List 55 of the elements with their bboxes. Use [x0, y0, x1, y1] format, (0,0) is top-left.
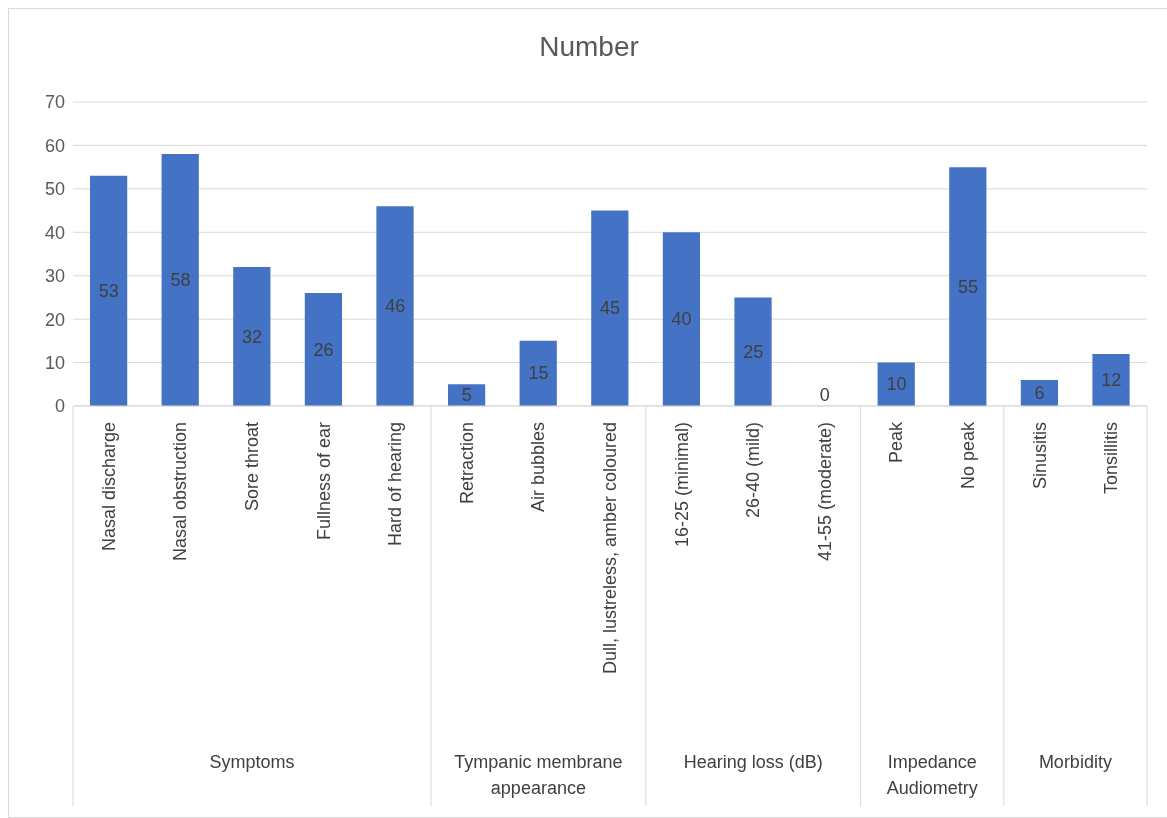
x-tick-label: 26-40 (mild) [743, 422, 764, 519]
y-tick-label: 0 [54, 396, 65, 417]
text: Morbidity [1037, 751, 1113, 774]
data-label: 5 [460, 384, 473, 406]
x-tick-label: Tonsillitis [1101, 422, 1122, 495]
x-tick-label: Air bubbles [528, 422, 549, 513]
text: Impedance Audiometry [885, 751, 979, 800]
data-label: 10 [885, 373, 908, 396]
x-tick-label: Fullness of ear [313, 422, 334, 541]
data-label: 0 [818, 384, 831, 406]
data-label: 32 [241, 325, 263, 348]
x-tick-label: No peak [958, 421, 978, 490]
y-tick-label: 60 [44, 135, 65, 156]
x-tick-label: Peak [886, 421, 907, 464]
x-tick-label: Nasal discharge [98, 422, 119, 552]
data-label: 58 [169, 269, 192, 292]
bar [376, 206, 414, 406]
x-tick-label: Sore throat [242, 422, 262, 512]
y-tick-label: 50 [44, 179, 65, 200]
x-tick-label: 41-55 (moderate) [814, 422, 835, 562]
bar [519, 340, 557, 406]
text: Tympanic membrane appearance [453, 751, 624, 800]
data-label: 53 [97, 279, 120, 302]
data-label: 25 [742, 340, 765, 363]
bar [1092, 353, 1130, 406]
data-label: 12 [1100, 368, 1123, 391]
data-label: 46 [384, 295, 407, 318]
bar [90, 175, 128, 406]
chart-title: Number [538, 31, 640, 63]
text: Symptoms [208, 751, 296, 774]
y-tick-label: 30 [44, 266, 65, 287]
x-tick-label: Retraction [456, 422, 477, 505]
x-tick-label: Dull, lustreless, amber coloured [600, 422, 620, 675]
data-label: 55 [957, 275, 979, 298]
bar [734, 297, 772, 406]
data-label: 6 [1033, 381, 1046, 404]
data-label: 45 [599, 297, 621, 320]
x-tick-label: Nasal obstruction [170, 422, 191, 562]
data-label: 26 [312, 338, 335, 361]
bar [591, 210, 629, 406]
bar [949, 167, 987, 406]
bar [161, 154, 199, 406]
x-tick-label: 16-25 (minimal) [671, 422, 692, 548]
bar [662, 232, 701, 406]
bar [304, 293, 343, 406]
text: Hearing loss (dB) [682, 751, 824, 774]
bar [233, 267, 271, 406]
y-tick-label: 40 [44, 222, 65, 243]
data-label: 15 [527, 362, 550, 385]
data-label: 40 [670, 308, 693, 331]
y-tick-label: 20 [44, 309, 65, 330]
y-tick-label: 70 [44, 92, 65, 113]
x-tick-label: Sinusitis [1029, 422, 1050, 490]
y-tick-label: 10 [44, 352, 65, 373]
x-tick-label: Hard of hearing [385, 422, 406, 547]
